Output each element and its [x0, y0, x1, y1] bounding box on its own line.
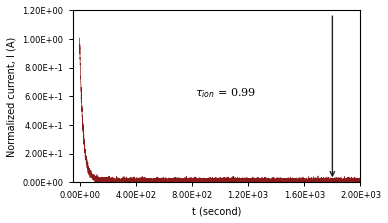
Y-axis label: Normalized current, I (A): Normalized current, I (A): [7, 36, 17, 157]
X-axis label: t (second): t (second): [192, 206, 241, 216]
Text: $\tau_{ion}$ = 0.99: $\tau_{ion}$ = 0.99: [195, 87, 256, 101]
